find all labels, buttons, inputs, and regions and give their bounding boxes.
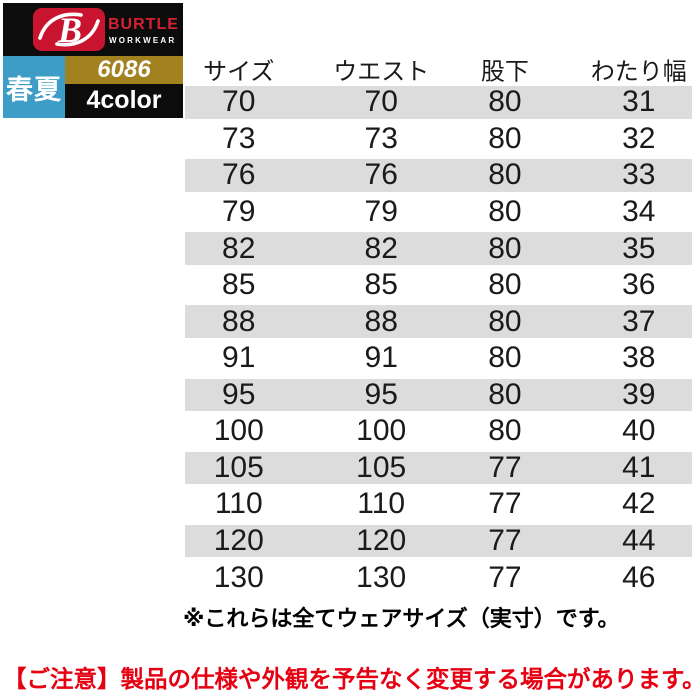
header-size: サイズ [203, 58, 275, 86]
table-cell: 32 [622, 121, 656, 155]
table-cell: 70 [222, 85, 256, 119]
table-row: 79 79 80 34 [185, 194, 692, 231]
product-code-badge: 6086 [65, 56, 183, 84]
table-cell: 110 [214, 487, 263, 521]
table-cell: 35 [622, 231, 656, 265]
table-cell: 33 [622, 158, 656, 192]
table-cell: 110 [357, 487, 406, 521]
brand-logo-panel: B BURTLE WORKWEAR [3, 3, 183, 56]
table-cell: 79 [364, 194, 398, 228]
table-cell: 85 [364, 268, 398, 302]
table-row: 76 76 80 33 [185, 157, 692, 194]
table-cell: 77 [488, 487, 522, 521]
table-cell: 91 [364, 341, 398, 375]
header-thigh-width: わたり幅 [590, 58, 687, 86]
table-cell: 80 [488, 341, 522, 375]
header-waist: ウエスト [333, 58, 430, 86]
table-row: 70 70 80 31 [185, 84, 692, 121]
season-badge: 春夏 [3, 56, 65, 118]
table-cell: 80 [488, 85, 522, 119]
table-row: 120 120 77 44 [185, 522, 692, 560]
table-cell: 31 [622, 85, 656, 119]
table-cell: 76 [364, 158, 398, 192]
svg-text:B: B [57, 10, 82, 50]
table-cell: 77 [488, 450, 522, 484]
header-inseam: 股下 [480, 58, 529, 86]
table-cell: 80 [488, 414, 522, 448]
table-row: 95 95 80 39 [185, 376, 692, 414]
table-row: 73 73 80 32 [185, 121, 692, 158]
table-cell: 70 [364, 85, 398, 119]
table-row: 88 88 80 37 [185, 303, 692, 340]
table-row: 105 105 77 41 [185, 449, 692, 487]
table-cell: 38 [622, 341, 656, 375]
brand-name: BURTLE [108, 16, 179, 33]
table-cell: 42 [622, 487, 656, 521]
table-cell: 80 [488, 121, 522, 155]
table-cell: 91 [222, 341, 256, 375]
table-cell: 76 [222, 158, 256, 192]
table-cell: 77 [488, 524, 522, 558]
table-cell: 36 [622, 268, 656, 302]
table-cell: 80 [488, 231, 522, 265]
table-row: 130 130 77 46 [185, 559, 692, 596]
table-cell: 77 [488, 560, 522, 594]
table-row: 91 91 80 38 [185, 340, 692, 377]
table-cell: 100 [356, 414, 407, 448]
table-cell: 88 [364, 304, 398, 338]
table-cell: 80 [488, 194, 522, 228]
table-row: 85 85 80 36 [185, 267, 692, 304]
burtle-b-icon: B [38, 10, 100, 50]
table-cell: 80 [488, 304, 522, 338]
table-cell: 44 [622, 524, 656, 558]
table-cell: 95 [222, 377, 256, 411]
table-cell: 130 [356, 560, 407, 594]
table-cell: 34 [622, 194, 656, 228]
burtle-b-badge: B [33, 8, 105, 51]
table-cell: 88 [222, 304, 256, 338]
table-cell: 82 [364, 231, 398, 265]
size-table-header: サイズ ウエスト 股下 わたり幅 [185, 54, 692, 86]
color-count-badge: 4color [65, 84, 183, 118]
table-row: 82 82 80 35 [185, 230, 692, 267]
table-cell: 95 [364, 377, 398, 411]
table-cell: 73 [222, 121, 256, 155]
size-table-footnote: ※これらは全てウェアサイズ（実寸）です。 [183, 606, 620, 631]
table-cell: 105 [356, 450, 407, 484]
table-row: 110 110 77 42 [185, 486, 692, 523]
table-cell: 100 [213, 414, 264, 448]
table-cell: 73 [364, 121, 398, 155]
table-cell: 82 [222, 231, 256, 265]
table-cell: 79 [222, 194, 256, 228]
table-cell: 37 [622, 304, 656, 338]
table-cell: 40 [622, 414, 656, 448]
table-cell: 120 [356, 524, 407, 558]
table-cell: 120 [213, 524, 264, 558]
table-cell: 85 [222, 268, 256, 302]
size-table: サイズ ウエスト 股下 わたり幅 70 70 80 31 73 73 80 32 76 76 80 3… [185, 54, 692, 596]
size-table-body: 70 70 80 31 73 73 80 32 76 76 80 33 79 79 80 34 82 82 80 35… [185, 84, 692, 596]
brand-block: B BURTLE WORKWEAR 春夏 6086 4color [3, 3, 183, 118]
brand-info-row: 春夏 6086 4color [3, 56, 183, 118]
table-row: 100 100 80 40 [185, 413, 692, 450]
brand-right-column: 6086 4color [65, 56, 183, 118]
table-cell: 105 [213, 450, 264, 484]
table-cell: 41 [622, 450, 656, 484]
table-cell: 80 [488, 377, 522, 411]
table-cell: 46 [622, 560, 656, 594]
table-cell: 80 [488, 268, 522, 302]
notice-text: 【ご注意】製品の仕様や外観を予告なく変更する場合があります。 [3, 666, 700, 692]
brand-subname: WORKWEAR [109, 36, 177, 45]
table-cell: 130 [213, 560, 264, 594]
table-cell: 39 [622, 377, 656, 411]
table-cell: 80 [488, 158, 522, 192]
